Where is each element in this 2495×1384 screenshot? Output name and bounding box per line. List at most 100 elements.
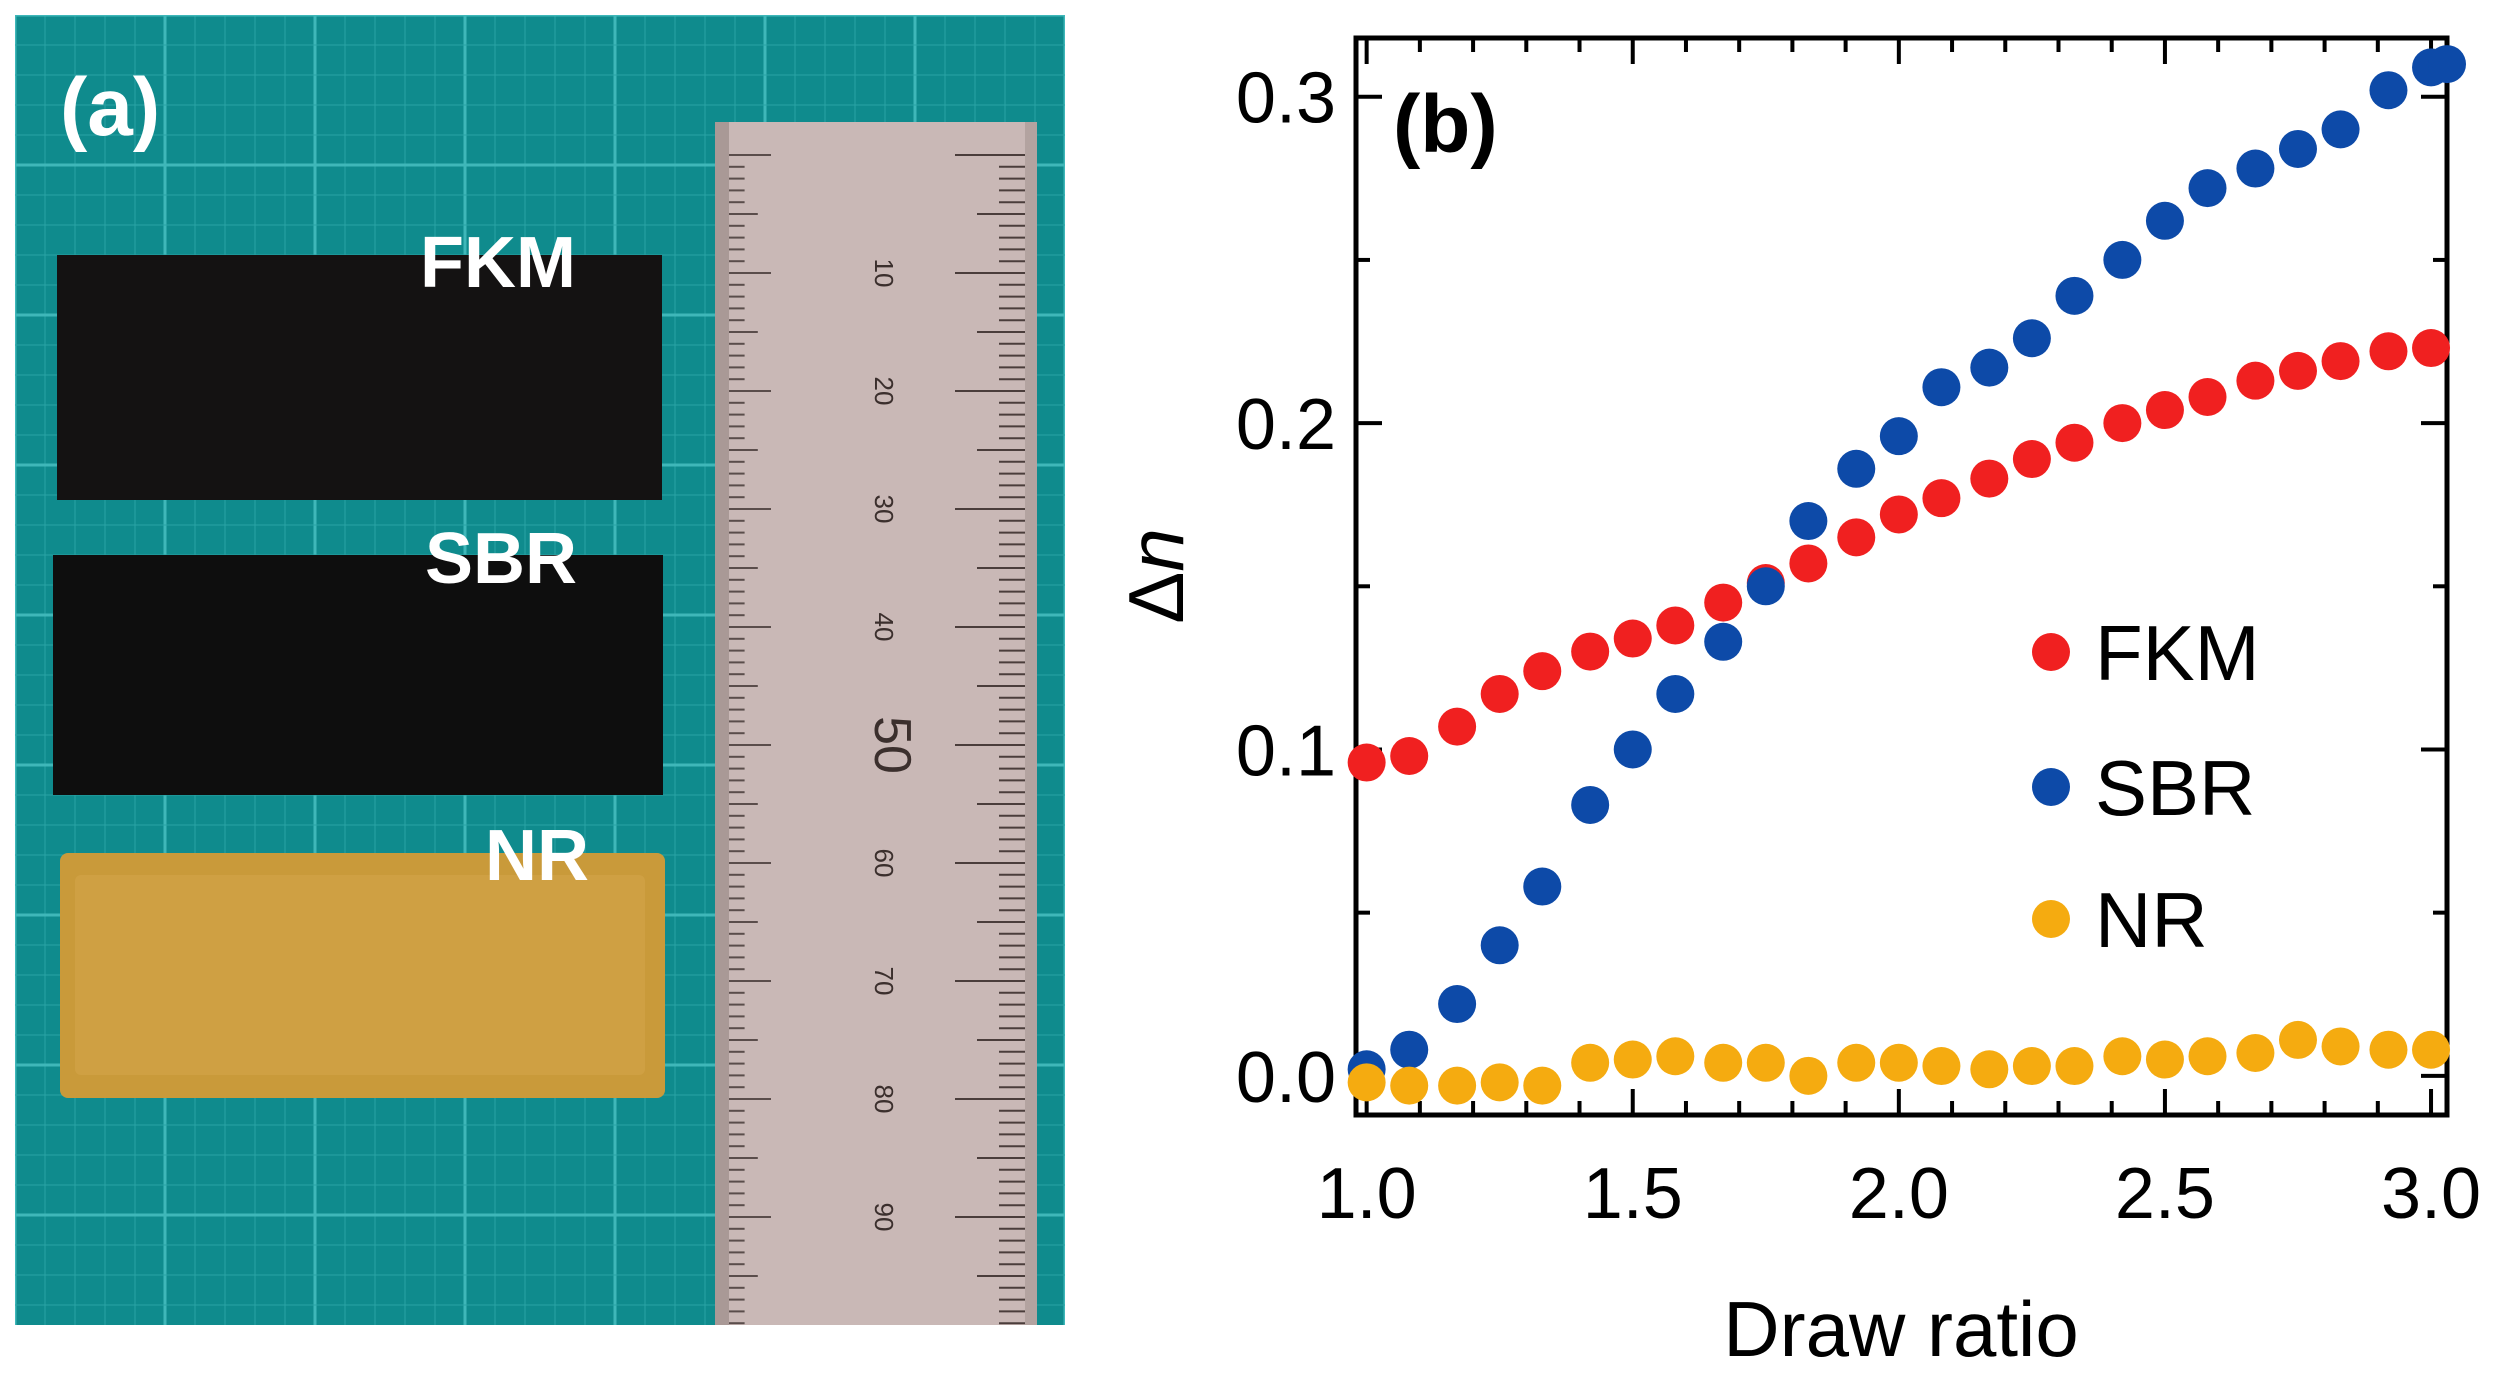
- nr-point: [1347, 1063, 1386, 1102]
- x-tick-label: 2.0: [1849, 1154, 1949, 1234]
- fkm-point: [1480, 674, 1519, 713]
- nr-point: [1571, 1043, 1610, 1082]
- sbr-point: [1704, 622, 1743, 661]
- ruler-number: 40: [869, 613, 899, 642]
- fkm-point: [1390, 737, 1429, 775]
- fkm-point: [1879, 495, 1918, 534]
- nr-label: NR: [485, 816, 589, 896]
- fkm-point: [1347, 743, 1386, 782]
- ruler-number: 50: [863, 716, 921, 774]
- nr-point: [1480, 1063, 1519, 1102]
- fkm-point: [2103, 404, 2142, 443]
- fkm-point: [2055, 423, 2094, 462]
- y-tick-label: 0.2: [1236, 385, 1336, 465]
- nr-point: [2103, 1037, 2142, 1076]
- nr-point: [2188, 1037, 2227, 1076]
- legend-marker-sbr: [2032, 768, 2070, 806]
- nr-point: [1613, 1040, 1652, 1079]
- sbr-point: [1438, 985, 1477, 1024]
- legend-marker-fkm: [2032, 633, 2070, 671]
- fkm-point: [1704, 583, 1743, 622]
- fkm-point: [2145, 391, 2184, 430]
- fkm-strip: [57, 255, 662, 500]
- axis-ticks: [1356, 38, 2447, 1115]
- series-nr: [1347, 1020, 2451, 1105]
- sbr-point: [1837, 449, 1876, 488]
- sbr-point: [1789, 502, 1828, 541]
- ruler-number: 80: [869, 1085, 899, 1114]
- ruler-number: 90: [869, 1203, 899, 1232]
- plot-frame: [1353, 35, 2450, 1118]
- nr-point: [1789, 1056, 1828, 1095]
- sbr-point: [1970, 348, 2009, 387]
- series-fkm: [1347, 329, 2451, 782]
- sbr-strip: [53, 555, 663, 795]
- fkm-point: [1789, 544, 1828, 583]
- fkm-point: [1837, 518, 1876, 557]
- fkm-point: [1656, 606, 1695, 645]
- sbr-point: [2369, 71, 2408, 110]
- nr-point: [2369, 1030, 2408, 1069]
- ruler-number: 10: [869, 259, 899, 288]
- nr-point: [1746, 1043, 1785, 1082]
- legend-label-nr: NR: [2095, 876, 2208, 964]
- sbr-point: [2428, 45, 2466, 84]
- nr-point: [1656, 1037, 1695, 1076]
- sbr-point: [2103, 240, 2142, 279]
- legend-marker-nr: [2032, 900, 2070, 938]
- fkm-label: FKM: [420, 223, 576, 303]
- nr-point: [2236, 1033, 2275, 1072]
- y-tick-label: 0.1: [1236, 711, 1336, 791]
- nr-point: [2012, 1047, 2051, 1086]
- x-tick-label: 1.0: [1317, 1154, 1417, 1234]
- ruler-number: 60: [869, 849, 899, 878]
- sbr-point: [2236, 149, 2275, 188]
- nr-point: [2145, 1040, 2184, 1079]
- legend: FKM SBR NR: [2032, 609, 2260, 964]
- nr-point: [1390, 1066, 1429, 1105]
- fkm-point: [1922, 479, 1961, 518]
- fkm-point: [1571, 632, 1610, 671]
- sbr-point: [1746, 567, 1785, 606]
- axis-tick-labels: 1.0 1.5 2.0 2.5 3.0 0.0 0.1 0.2 0.3: [1236, 59, 2481, 1234]
- y-axis-label: Δn: [1112, 528, 1200, 624]
- fkm-point: [2412, 329, 2451, 368]
- y-tick-label: 0.3: [1236, 59, 1336, 139]
- sbr-point: [1879, 417, 1918, 456]
- fkm-point: [2012, 440, 2051, 479]
- ruler: 1020304050607080901: [715, 122, 1037, 1325]
- sbr-point: [2321, 110, 2360, 149]
- series-sbr: [1347, 45, 2466, 1089]
- sbr-point: [1523, 867, 1562, 906]
- sbr-point: [2278, 129, 2317, 168]
- sbr-point: [2012, 319, 2051, 358]
- fkm-point: [1613, 619, 1652, 658]
- sbr-point: [1480, 926, 1519, 965]
- fkm-point: [1523, 652, 1562, 691]
- nr-point: [2278, 1020, 2317, 1059]
- panel-a-label: (a): [60, 62, 160, 153]
- x-tick-label: 3.0: [2381, 1154, 2481, 1234]
- nr-point: [1922, 1047, 1961, 1086]
- fkm-point: [2188, 378, 2227, 416]
- nr-point: [1438, 1066, 1477, 1105]
- nr-point: [2321, 1027, 2360, 1066]
- fkm-point: [2321, 342, 2360, 381]
- nr-strip-sheen: [75, 875, 645, 1075]
- y-tick-label: 0.0: [1236, 1038, 1336, 1118]
- x-axis-label: Draw ratio: [1723, 1285, 2078, 1373]
- ruler-numbers: 1020304050607080901: [863, 259, 921, 1232]
- sbr-point: [1571, 785, 1610, 824]
- legend-label-fkm: FKM: [2095, 609, 2260, 697]
- ruler-number: 20: [869, 377, 899, 406]
- sbr-point: [2188, 169, 2227, 208]
- sample-photo: 1020304050607080901 (a) FKM SBR NR: [15, 15, 1065, 1325]
- nr-point: [1879, 1043, 1918, 1082]
- nr-point: [1704, 1043, 1743, 1082]
- fkm-point: [2369, 332, 2408, 371]
- y-axis-label-n: n: [1112, 528, 1200, 571]
- fkm-point: [2236, 361, 2275, 400]
- panel-b-label: (b): [1393, 79, 1498, 170]
- fkm-point: [1438, 707, 1477, 746]
